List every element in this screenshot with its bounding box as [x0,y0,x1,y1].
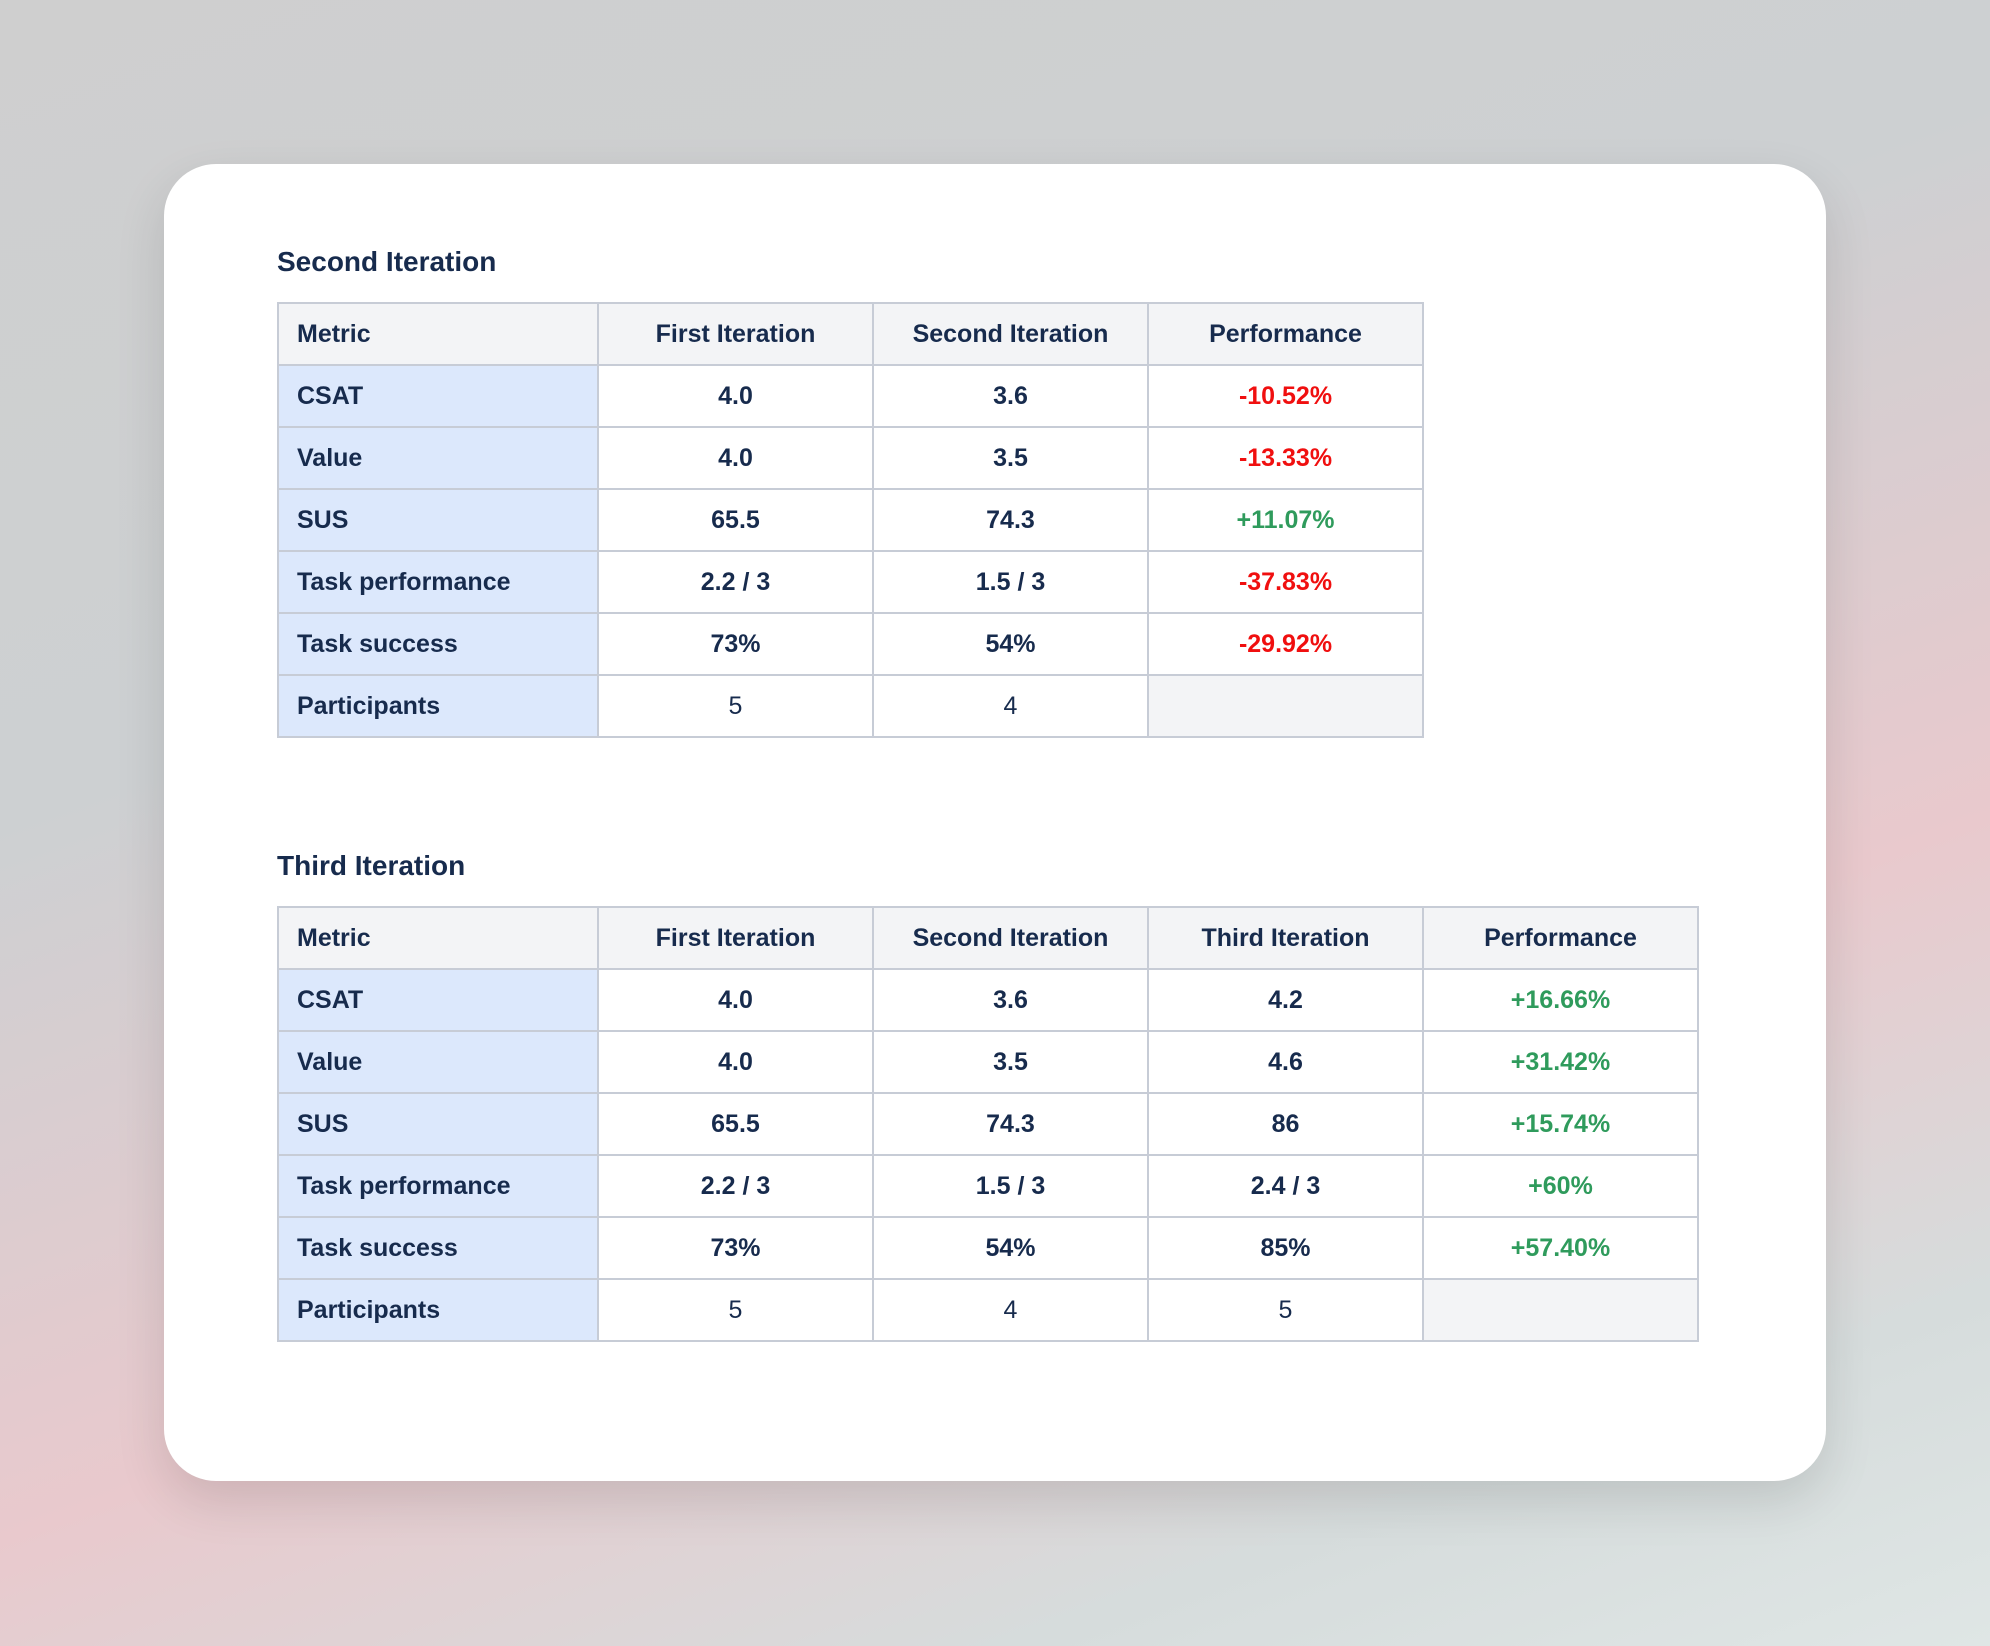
value-cell: 65.5 [597,1092,874,1156]
performance-cell: -13.33% [1147,426,1424,490]
metric-cell: Participants [277,674,599,738]
table-row: Task success 73% 54% -29.92% [277,612,1424,676]
value-cell: 73% [597,1216,874,1280]
value-cell: 85% [1147,1216,1424,1280]
value-cell: 4 [872,674,1149,738]
performance-cell: +31.42% [1422,1030,1699,1094]
performance-cell: +16.66% [1422,968,1699,1032]
column-header: First Iteration [597,906,874,970]
metric-cell: CSAT [277,968,599,1032]
column-header: Metric [277,906,599,970]
value-cell: 74.3 [872,488,1149,552]
metric-cell: CSAT [277,364,599,428]
column-header: First Iteration [597,302,874,366]
second-iteration-table: Metric First Iteration Second Iteration Per… [277,302,1424,738]
performance-cell: +60% [1422,1154,1699,1218]
performance-cell: +57.40% [1422,1216,1699,1280]
value-cell: 74.3 [872,1092,1149,1156]
performance-cell [1422,1278,1699,1342]
column-header: Performance [1422,906,1699,970]
value-cell: 54% [872,612,1149,676]
table-row: Participants 5 4 [277,674,1424,738]
value-cell: 5 [597,674,874,738]
metric-cell: Task success [277,612,599,676]
metric-cell: SUS [277,1092,599,1156]
value-cell: 4.0 [597,426,874,490]
table-row: CSAT 4.0 3.6 4.2 +16.66% [277,968,1699,1032]
value-cell: 5 [597,1278,874,1342]
value-cell: 4 [872,1278,1149,1342]
value-cell: 2.2 / 3 [597,550,874,614]
value-cell: 1.5 / 3 [872,1154,1149,1218]
value-cell: 2.2 / 3 [597,1154,874,1218]
table-row: Participants 5 4 5 [277,1278,1699,1342]
metric-cell: Value [277,426,599,490]
value-cell: 3.6 [872,364,1149,428]
value-cell: 73% [597,612,874,676]
performance-cell [1147,674,1424,738]
header-row: Metric First Iteration Second Iteration Thi… [277,906,1699,970]
value-cell: 86 [1147,1092,1424,1156]
performance-cell: +11.07% [1147,488,1424,552]
value-cell: 1.5 / 3 [872,550,1149,614]
table-row: Task performance 2.2 / 3 1.5 / 3 2.4 / 3 +60… [277,1154,1699,1218]
column-header: Third Iteration [1147,906,1424,970]
column-header: Performance [1147,302,1424,366]
performance-cell: -37.83% [1147,550,1424,614]
value-cell: 54% [872,1216,1149,1280]
value-cell: 4.0 [597,364,874,428]
column-header: Second Iteration [872,302,1149,366]
section-title-second: Second Iteration [277,246,497,277]
metric-cell: Task performance [277,550,599,614]
header-row: Metric First Iteration Second Iteration Per… [277,302,1424,366]
metric-cell: Participants [277,1278,599,1342]
third-iteration-table: Metric First Iteration Second Iteration Thi… [277,906,1699,1342]
column-header: Second Iteration [872,906,1149,970]
table-row: Value 4.0 3.5 4.6 +31.42% [277,1030,1699,1094]
metric-cell: Task success [277,1216,599,1280]
table-row: Task performance 2.2 / 3 1.5 / 3 -37.83% [277,550,1424,614]
performance-cell: -10.52% [1147,364,1424,428]
section-title-third: Third Iteration [277,850,466,881]
value-cell: 65.5 [597,488,874,552]
performance-cell: +15.74% [1422,1092,1699,1156]
metric-cell: Task performance [277,1154,599,1218]
column-header: Metric [277,302,599,366]
table-row: Task success 73% 54% 85% +57.40% [277,1216,1699,1280]
value-cell: 5 [1147,1278,1424,1342]
value-cell: 3.5 [872,426,1149,490]
value-cell: 3.5 [872,1030,1149,1094]
table-row: CSAT 4.0 3.6 -10.52% [277,364,1424,428]
performance-cell: -29.92% [1147,612,1424,676]
table-row: SUS 65.5 74.3 86 +15.74% [277,1092,1699,1156]
value-cell: 3.6 [872,968,1149,1032]
value-cell: 4.2 [1147,968,1424,1032]
value-cell: 4.0 [597,1030,874,1094]
table-row: SUS 65.5 74.3 +11.07% [277,488,1424,552]
value-cell: 4.6 [1147,1030,1424,1094]
metric-cell: SUS [277,488,599,552]
value-cell: 2.4 / 3 [1147,1154,1424,1218]
metric-cell: Value [277,1030,599,1094]
table-row: Value 4.0 3.5 -13.33% [277,426,1424,490]
value-cell: 4.0 [597,968,874,1032]
